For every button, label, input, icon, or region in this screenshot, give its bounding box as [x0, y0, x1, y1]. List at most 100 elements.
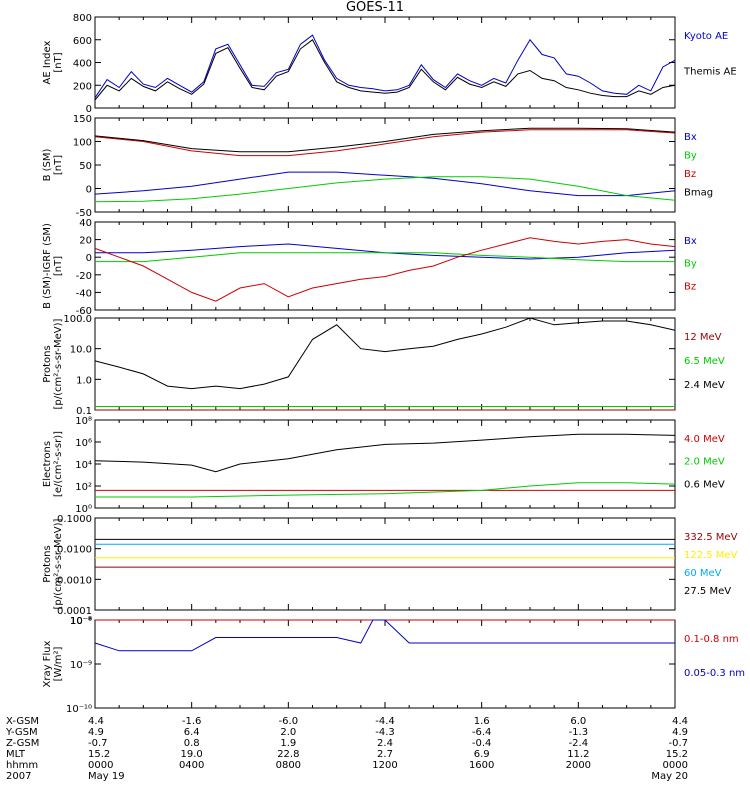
y-tick-label: 40 [79, 218, 92, 229]
panel-bdiff: -60 -40 -20 0 20 40 B (SM)-IGRF (SM) [nT] Bx By Bz [42, 218, 697, 317]
panel-frame [94, 619, 676, 709]
y-axis-label: [nT] [53, 155, 64, 175]
y-axis-label: Protons [42, 345, 53, 382]
series-line [94, 39, 676, 101]
y-axis-label: B (SM) [42, 148, 53, 181]
y-tick-label: 0.1 [76, 406, 92, 417]
y-axis-label: [nT] [53, 52, 64, 72]
y-tick-label: -50 [76, 208, 92, 219]
ephemeris-row-label: Z-GSM [6, 738, 39, 749]
legend-entry: Kyoto AE [684, 31, 728, 42]
y-tick-label: 10⁻⁶ [70, 616, 92, 627]
ephemeris-row-label: 2007 [6, 771, 31, 782]
y-tick-label: 0.0100 [57, 545, 92, 556]
legend-entry: 27.5 MeV [684, 586, 731, 597]
legend-entry: 4.0 MeV [684, 434, 725, 445]
ephemeris-value: May 19 [88, 771, 125, 782]
legend-entry: 332.5 MeV [684, 532, 738, 543]
ephemeris-value: 1.6 [474, 716, 490, 727]
ephemeris-value: 4.9 [88, 727, 104, 738]
y-tick-label: 100.0 [63, 314, 92, 325]
ephemeris-value: 2.7 [377, 749, 393, 760]
y-tick-label: 0 [86, 253, 92, 264]
y-tick-label: 10⁻⁹ [70, 660, 92, 671]
series-line [95, 243, 676, 260]
y-tick-label: 0 [86, 104, 92, 115]
series-line [94, 127, 676, 153]
ephemeris-value: 0400 [179, 760, 204, 771]
y-tick-label: 10⁻¹⁰ [66, 704, 92, 715]
figure-title: GOES-11 [345, 0, 404, 15]
y-tick-label: 800 [73, 13, 92, 24]
ephemeris-value: 6.0 [570, 716, 586, 727]
panel-ae: 0 200 400 600 800 AE Index [nT] Kyoto AE Themis … [42, 13, 737, 115]
panel-electrons: 10⁰ 10² 10⁴ 10⁶ 10⁸ Electrons [e/(cm²-s-sr)] 4.… [42, 416, 725, 515]
ephemeris-value: 1.9 [280, 738, 296, 749]
legend-entry: 0.05-0.3 nm [684, 668, 745, 679]
ephemeris-row-label: Y-GSM [5, 727, 38, 738]
panel-frame [94, 221, 676, 311]
y-axis-label: Electrons [42, 441, 53, 487]
y-tick-label: 100 [73, 138, 92, 149]
ephemeris-row-label: X-GSM [6, 716, 39, 727]
ephemeris-value: 2000 [566, 760, 591, 771]
y-tick-label: 0.0001 [57, 606, 92, 617]
y-axis-label: [W/m²] [53, 646, 64, 681]
ephemeris-value: 6.4 [184, 727, 200, 738]
panel-frame [94, 16, 676, 109]
legend-entry: 122.5 MeV [684, 550, 738, 561]
y-tick-label: 1.0 [76, 375, 92, 386]
series-line [94, 237, 676, 302]
y-tick-label: 10⁻⁷ [70, 616, 92, 627]
legend-entry: Bz [684, 169, 696, 180]
ephemeris-value: 6.9 [474, 749, 490, 760]
ephemeris-value: -6.0 [279, 716, 299, 727]
y-axis-label: [nT] [53, 256, 64, 276]
y-tick-label: 200 [73, 81, 92, 92]
legend-entry: By [684, 259, 697, 270]
ephemeris-value: 0000 [88, 760, 113, 771]
panel-bsm: -50 0 50 100 150 B (SM) [nT] Bx By Bz Bmag [42, 114, 713, 219]
ephemeris-row-label: MLT [6, 749, 26, 760]
ephemeris-value: 22.8 [277, 749, 299, 760]
legend-entry: 0.1-0.8 nm [684, 634, 739, 645]
y-tick-label: 400 [73, 59, 92, 70]
series-line [94, 619, 675, 652]
y-tick-label: 10⁶ [75, 438, 92, 449]
y-tick-label: 0 [86, 185, 92, 196]
ephemeris-value: -6.4 [472, 727, 492, 738]
legend-entry: Bx [684, 132, 697, 143]
series-line [95, 482, 676, 498]
series-line [94, 433, 676, 473]
ephemeris-value: -0.7 [668, 738, 688, 749]
legend-entry: Themis AE [683, 67, 737, 78]
panel-xray: 10⁻¹⁰ 10⁻⁹ 10⁻⁸10⁻⁷10⁻⁶ Xray Flux [W/m²] 0.1-… [42, 616, 745, 715]
series-line [94, 171, 676, 197]
y-tick-label: 10.0 [70, 345, 92, 356]
legend-entry: 0.6 MeV [684, 479, 725, 490]
y-tick-label: 10⁻⁸ [70, 616, 92, 627]
y-tick-label: 10⁴ [75, 460, 92, 471]
y-axis-label: Xray Flux [42, 640, 53, 687]
panel-frame [94, 517, 676, 611]
panel-protons_high: 0.0001 0.0010 0.0100 0.1000 Protons [p/(cm²-s… [42, 514, 738, 617]
y-tick-label: 20 [79, 236, 92, 247]
y-tick-label: 600 [73, 36, 92, 47]
ephemeris-value: 4.4 [88, 716, 104, 727]
y-tick-label: 50 [79, 161, 92, 172]
ephemeris-value: 11.2 [567, 749, 589, 760]
y-tick-label: 0.0010 [57, 575, 92, 586]
ephemeris-value: 19.0 [181, 749, 203, 760]
y-axis-label: [p/(cm²-s-sr-MeV)] [53, 318, 64, 409]
ephemeris-value: 15.2 [666, 749, 688, 760]
ephemeris-value: -2.4 [569, 738, 589, 749]
ephemeris-value: -1.3 [569, 727, 589, 738]
y-axis-label: [p/(cm²-s-sr-MeV)] [53, 518, 64, 609]
legend-entry: 6.5 MeV [684, 356, 725, 367]
y-axis-label: B (SM)-IGRF (SM) [42, 223, 53, 309]
y-tick-label: -40 [76, 288, 92, 299]
y-tick-label: 10⁰ [75, 504, 92, 515]
y-tick-label: 10⁸ [75, 416, 92, 427]
series-line [94, 317, 676, 390]
